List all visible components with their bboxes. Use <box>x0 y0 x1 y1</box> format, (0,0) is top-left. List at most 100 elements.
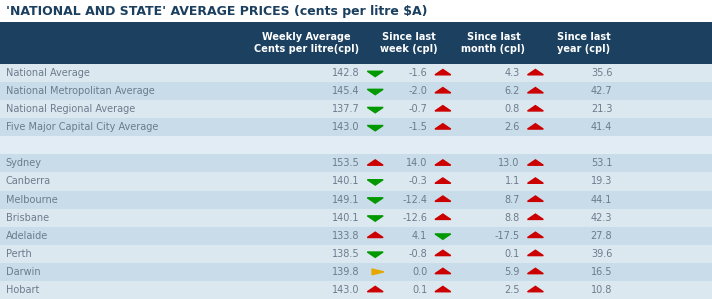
Text: 10.8: 10.8 <box>591 285 612 295</box>
Text: 138.5: 138.5 <box>332 249 360 259</box>
Text: 149.1: 149.1 <box>332 195 360 205</box>
Polygon shape <box>528 250 543 256</box>
Text: 153.5: 153.5 <box>332 158 360 168</box>
Text: 137.7: 137.7 <box>332 104 360 114</box>
Text: 0.0: 0.0 <box>412 267 427 277</box>
Polygon shape <box>528 69 543 75</box>
Bar <box>0 154 712 173</box>
Text: -1.6: -1.6 <box>409 68 427 78</box>
Text: -0.3: -0.3 <box>409 176 427 187</box>
Text: 39.6: 39.6 <box>591 249 612 259</box>
Polygon shape <box>528 106 543 111</box>
Text: Sydney: Sydney <box>6 158 42 168</box>
Text: 4.3: 4.3 <box>505 68 520 78</box>
Text: National Regional Average: National Regional Average <box>6 104 135 114</box>
Text: 4.1: 4.1 <box>412 231 427 241</box>
Polygon shape <box>435 69 451 75</box>
Text: -12.6: -12.6 <box>402 213 427 223</box>
Polygon shape <box>528 196 543 201</box>
Polygon shape <box>435 286 451 292</box>
Text: 21.3: 21.3 <box>591 104 612 114</box>
Text: Melbourne: Melbourne <box>6 195 58 205</box>
Polygon shape <box>528 124 543 129</box>
Text: 1.1: 1.1 <box>505 176 520 187</box>
Polygon shape <box>435 234 451 239</box>
Polygon shape <box>367 232 383 237</box>
Bar <box>0 209 712 227</box>
Polygon shape <box>435 124 451 129</box>
Polygon shape <box>528 160 543 165</box>
Bar <box>0 281 712 299</box>
Text: Hobart: Hobart <box>6 285 39 295</box>
Text: 16.5: 16.5 <box>591 267 612 277</box>
Polygon shape <box>367 180 383 185</box>
Polygon shape <box>435 160 451 165</box>
Polygon shape <box>367 216 383 221</box>
Polygon shape <box>528 232 543 237</box>
Bar <box>0 82 712 100</box>
Bar <box>0 136 712 154</box>
Text: 0.1: 0.1 <box>412 285 427 295</box>
Polygon shape <box>528 286 543 292</box>
Text: 27.8: 27.8 <box>591 231 612 241</box>
Bar <box>0 100 712 118</box>
Text: National Metropolitan Average: National Metropolitan Average <box>6 86 155 96</box>
Text: 53.1: 53.1 <box>591 158 612 168</box>
Text: 14.0: 14.0 <box>406 158 427 168</box>
Text: 44.1: 44.1 <box>591 195 612 205</box>
Text: Five Major Capital City Average: Five Major Capital City Average <box>6 122 158 132</box>
Polygon shape <box>435 196 451 201</box>
Text: 142.8: 142.8 <box>332 68 360 78</box>
Polygon shape <box>367 198 383 203</box>
Text: Since last
year (cpl): Since last year (cpl) <box>557 32 611 54</box>
Bar <box>0 118 712 136</box>
Polygon shape <box>367 89 383 95</box>
Text: 35.6: 35.6 <box>591 68 612 78</box>
Text: -0.8: -0.8 <box>409 249 427 259</box>
Text: 133.8: 133.8 <box>332 231 360 241</box>
Text: 139.8: 139.8 <box>332 267 360 277</box>
Text: Since last
week (cpl): Since last week (cpl) <box>380 32 437 54</box>
Text: Brisbane: Brisbane <box>6 213 49 223</box>
Text: 41.4: 41.4 <box>591 122 612 132</box>
Text: 'NATIONAL AND STATE' AVERAGE PRICES (cents per litre $A): 'NATIONAL AND STATE' AVERAGE PRICES (cen… <box>6 4 427 18</box>
Text: -0.7: -0.7 <box>408 104 427 114</box>
Text: 143.0: 143.0 <box>332 122 360 132</box>
Polygon shape <box>435 88 451 93</box>
Text: 6.2: 6.2 <box>504 86 520 96</box>
Text: 42.7: 42.7 <box>591 86 612 96</box>
Polygon shape <box>528 178 543 183</box>
Polygon shape <box>367 126 383 131</box>
Text: National Average: National Average <box>6 68 90 78</box>
Text: 42.3: 42.3 <box>591 213 612 223</box>
Bar <box>0 173 712 190</box>
Text: Since last
month (cpl): Since last month (cpl) <box>461 32 525 54</box>
Bar <box>0 64 712 82</box>
Text: Perth: Perth <box>6 249 31 259</box>
Text: Darwin: Darwin <box>6 267 41 277</box>
Text: Canberra: Canberra <box>6 176 51 187</box>
Bar <box>0 245 712 263</box>
Text: -17.5: -17.5 <box>495 231 520 241</box>
Polygon shape <box>367 160 383 165</box>
Polygon shape <box>367 71 383 77</box>
Text: 8.8: 8.8 <box>505 213 520 223</box>
Text: 145.4: 145.4 <box>332 86 360 96</box>
Text: 8.7: 8.7 <box>504 195 520 205</box>
Text: Weekly Average
Cents per litre(cpl): Weekly Average Cents per litre(cpl) <box>253 32 359 54</box>
Bar <box>0 263 712 281</box>
Polygon shape <box>435 250 451 256</box>
Text: 2.6: 2.6 <box>504 122 520 132</box>
Bar <box>0 190 712 209</box>
Polygon shape <box>435 106 451 111</box>
Bar <box>0 22 712 64</box>
Polygon shape <box>367 252 383 257</box>
Polygon shape <box>435 178 451 183</box>
Text: 140.1: 140.1 <box>332 213 360 223</box>
Polygon shape <box>372 269 384 275</box>
Text: -12.4: -12.4 <box>402 195 427 205</box>
Text: -1.5: -1.5 <box>408 122 427 132</box>
Text: 0.8: 0.8 <box>505 104 520 114</box>
Text: 0.1: 0.1 <box>505 249 520 259</box>
Text: 5.9: 5.9 <box>504 267 520 277</box>
